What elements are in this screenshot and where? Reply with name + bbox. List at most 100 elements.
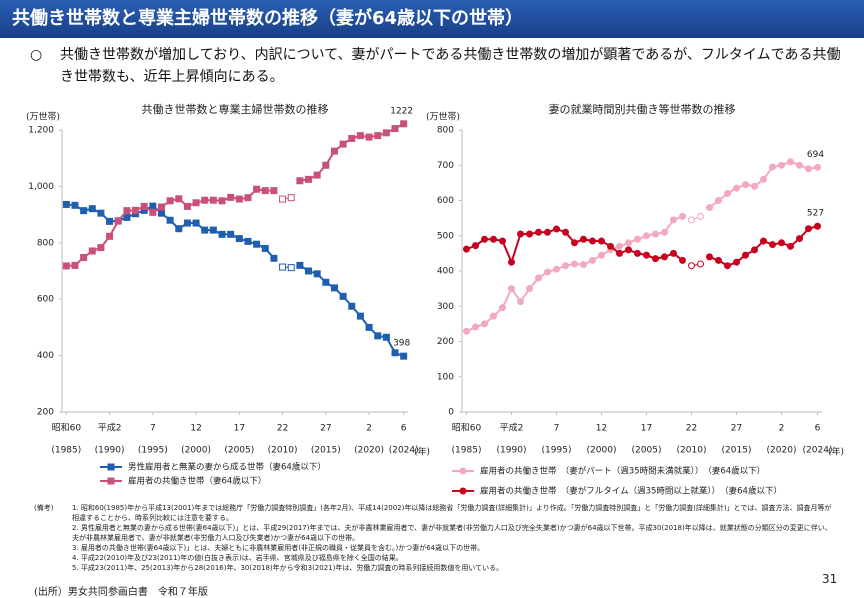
- marker: [209, 226, 217, 234]
- marker: [598, 237, 605, 245]
- series-line: [66, 122, 405, 267]
- x-tick-year: (2005): [224, 446, 254, 456]
- marker: [670, 249, 677, 257]
- y-tick-label: 600: [437, 196, 454, 206]
- x-tick-label: 22: [277, 424, 288, 434]
- marker: [106, 217, 114, 225]
- marker: [571, 260, 578, 268]
- marker: [535, 228, 542, 236]
- marker: [305, 267, 313, 275]
- marker: [526, 285, 533, 293]
- y-tick-label: 600: [37, 295, 54, 305]
- y-tick-label: 1,200: [28, 126, 54, 136]
- bullet: ○ 共働き世帯数が増加しており、内訳について、妻がパートである共働き世帯数の増加が…: [30, 44, 850, 88]
- marker: [796, 235, 803, 243]
- y-tick-label: 800: [437, 126, 454, 136]
- marker: [625, 246, 632, 254]
- marker: [562, 228, 569, 236]
- marker: [157, 209, 165, 217]
- marker: [296, 261, 304, 269]
- note: 3. 雇用者の共働き世帯(妻64歳以下)」とは、夫婦ともに非農林業雇用者(非正規…: [72, 544, 485, 552]
- marker: [679, 212, 686, 220]
- marker: [227, 193, 235, 201]
- marker: [553, 225, 560, 233]
- x-tick-year: (1990): [497, 446, 527, 456]
- source: (出所）男女共同参画白書 令和７年版: [34, 587, 208, 598]
- x-tick-year: (2024): [389, 446, 419, 456]
- marker: [382, 333, 390, 341]
- marker: [296, 177, 304, 185]
- marker: [580, 261, 587, 269]
- marker: [183, 202, 191, 210]
- marker: [253, 240, 261, 248]
- marker: [244, 194, 252, 202]
- marker: [97, 209, 105, 217]
- marker: [253, 185, 261, 193]
- data-label: 398: [393, 339, 410, 349]
- bullet-mark: ○: [30, 47, 43, 63]
- marker: [235, 235, 243, 243]
- marker: [544, 268, 551, 276]
- x-tick-label: 6: [401, 424, 407, 434]
- x-axis-label: (年): [828, 446, 844, 458]
- marker: [149, 202, 157, 210]
- marker: [391, 125, 399, 133]
- hollow-marker: [697, 260, 704, 268]
- x-tick-label: 昭和60: [452, 423, 482, 434]
- marker: [805, 165, 812, 173]
- marker: [589, 237, 596, 245]
- marker: [175, 195, 183, 203]
- marker: [715, 256, 722, 264]
- marker: [490, 312, 497, 320]
- hollow-marker: [279, 195, 287, 203]
- marker: [97, 244, 105, 252]
- x-tick-label: 27: [731, 424, 742, 434]
- marker: [634, 249, 641, 257]
- marker: [751, 182, 758, 190]
- marker: [814, 222, 821, 230]
- marker: [192, 219, 200, 227]
- marker: [508, 258, 515, 266]
- marker: [508, 285, 515, 293]
- marker: [123, 213, 131, 221]
- marker: [679, 256, 686, 264]
- x-tick-year: (2005): [632, 446, 662, 456]
- hollow-marker: [287, 264, 295, 272]
- data-label: 1222: [390, 106, 413, 116]
- marker: [616, 249, 623, 257]
- y-tick-label: 0: [448, 408, 454, 418]
- marker: [778, 161, 785, 169]
- marker: [348, 302, 356, 310]
- marker: [218, 230, 226, 238]
- marker: [400, 352, 408, 360]
- marker: [517, 230, 524, 238]
- marker: [235, 195, 243, 203]
- chart-title: 妻の就業時間別共働き等世帯数の推移: [549, 102, 736, 116]
- marker: [374, 132, 382, 140]
- y-tick-label: 700: [437, 161, 454, 171]
- marker: [760, 175, 767, 183]
- marker: [166, 197, 174, 205]
- hollow-marker: [279, 263, 287, 271]
- y-tick-label: 200: [437, 337, 454, 347]
- marker: [348, 134, 356, 142]
- marker: [339, 140, 347, 148]
- marker: [313, 171, 321, 179]
- marker: [742, 181, 749, 189]
- marker: [463, 327, 470, 335]
- marker: [733, 258, 740, 266]
- legend-marker: [459, 467, 467, 475]
- marker: [625, 239, 632, 247]
- marker: [305, 175, 313, 183]
- x-tick-year: (1995): [542, 446, 572, 456]
- legend-marker: [107, 463, 115, 471]
- legend-marker: [107, 477, 115, 485]
- page-number: 31: [822, 572, 838, 586]
- x-tick-year: (1985): [452, 446, 482, 456]
- marker: [553, 265, 560, 273]
- marker: [356, 312, 364, 320]
- marker: [114, 217, 122, 225]
- marker: [661, 228, 668, 236]
- y-tick-label: 200: [37, 408, 54, 418]
